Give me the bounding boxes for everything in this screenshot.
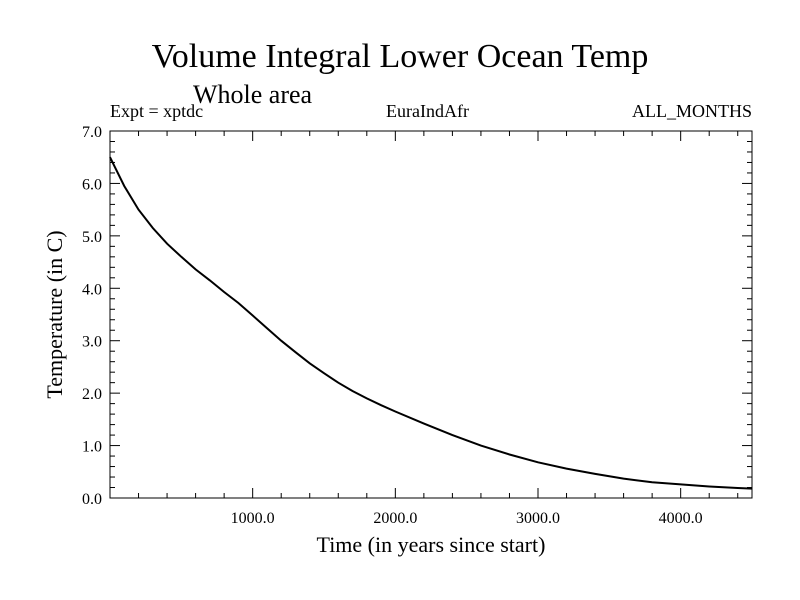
x-tick-label: 2000.0 bbox=[373, 510, 417, 527]
x-axis-label: Time (in years since start) bbox=[317, 532, 546, 557]
chart-title: Volume Integral Lower Ocean Temp bbox=[151, 38, 649, 75]
experiment-label: Expt = xptdc bbox=[110, 101, 204, 121]
temperature-line bbox=[109, 156, 753, 490]
minor-ticks bbox=[110, 131, 752, 498]
months-label: ALL_MONTHS bbox=[632, 101, 752, 121]
y-tick-label: 3.0 bbox=[82, 334, 102, 351]
x-tick-label: 1000.0 bbox=[231, 510, 275, 527]
y-tick-label: 2.0 bbox=[82, 386, 102, 403]
chart-subtitle: Whole area bbox=[193, 80, 313, 109]
major-ticks bbox=[110, 130, 752, 499]
y-tick-label: 7.0 bbox=[82, 124, 102, 141]
y-tick-label: 4.0 bbox=[82, 281, 102, 298]
y-tick-label: 6.0 bbox=[82, 176, 102, 193]
y-tick-label: 0.0 bbox=[82, 491, 102, 508]
y-axis-label: Temperature (in C) bbox=[42, 230, 67, 398]
x-tick-label: 3000.0 bbox=[516, 510, 560, 527]
x-tick-label: 4000.0 bbox=[659, 510, 703, 527]
y-tick-label: 1.0 bbox=[82, 439, 102, 456]
region-label: EuraIndAfr bbox=[386, 101, 469, 121]
tick-labels: 1000.0 2000.0 3000.0 4000.0 0.0 1.0 2.0 3.0 4.0 5… bbox=[82, 124, 703, 527]
y-tick-label: 5.0 bbox=[82, 229, 102, 246]
plot-frame bbox=[109, 130, 753, 499]
